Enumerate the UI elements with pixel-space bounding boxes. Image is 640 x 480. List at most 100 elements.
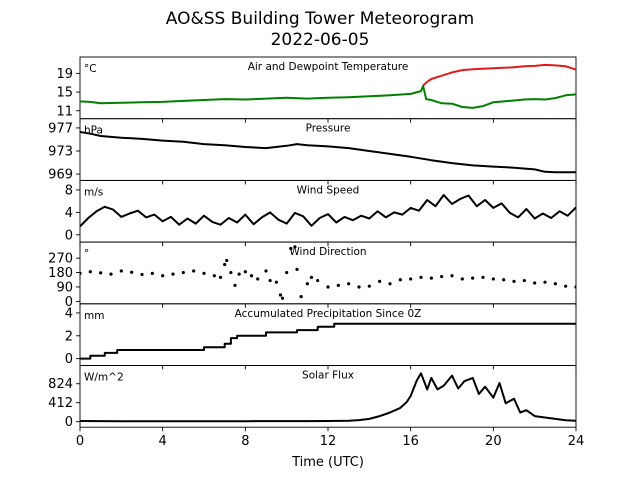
y-tick-label: 973	[48, 144, 73, 159]
series-group	[80, 245, 576, 300]
data-point	[347, 282, 351, 286]
data-point	[233, 283, 237, 287]
panel-6: 0 412 824 Solar Flux W/m^2	[48, 365, 577, 432]
data-point	[99, 271, 103, 275]
data-point	[326, 285, 330, 289]
data-point	[237, 272, 241, 276]
data-point	[336, 283, 340, 287]
y-tick-label: 19	[56, 67, 73, 82]
data-point	[367, 284, 371, 288]
panel-unit-label: m/s	[84, 186, 103, 198]
data-point	[309, 275, 314, 279]
data-point	[419, 275, 423, 279]
data-point	[533, 281, 537, 285]
data-point	[398, 278, 402, 282]
panel-unit-label: mm	[84, 310, 104, 322]
data-point	[268, 278, 272, 283]
y-tick-label: 180	[48, 266, 73, 281]
y-tick-label: 0	[65, 295, 73, 310]
series-line-1	[422, 63, 576, 87]
data-point	[378, 279, 382, 283]
panels-group: 11 15 19 Air and Dewpoint Temperature °C 969 9…	[48, 56, 577, 432]
data-point	[491, 277, 495, 281]
x-axis: 0 4 8 12 16 20 24	[76, 434, 584, 449]
y-tick-label: 977	[48, 121, 73, 136]
data-point	[264, 269, 268, 273]
y-tick-label: 824	[48, 377, 73, 392]
data-point	[440, 274, 444, 279]
data-point	[212, 274, 216, 278]
data-point	[450, 274, 454, 278]
panel-unit-label: °	[84, 248, 89, 260]
data-point	[256, 277, 260, 281]
data-point	[223, 262, 227, 267]
series-group	[80, 372, 576, 423]
data-point	[130, 270, 134, 274]
series-line-1	[80, 194, 576, 228]
panel-title: Wind Speed	[297, 184, 360, 196]
x-tick-label: 0	[76, 434, 84, 449]
data-point	[522, 278, 526, 283]
data-point	[512, 279, 516, 283]
data-point	[293, 245, 297, 249]
series-group	[80, 194, 576, 228]
data-point	[218, 275, 223, 279]
y-tick-label: 270	[48, 252, 73, 267]
x-axis-label: Time (UTC)	[291, 455, 364, 470]
data-point	[88, 270, 92, 274]
y-tick-label: 90	[56, 280, 73, 295]
panel-title: Solar Flux	[302, 370, 354, 382]
data-point	[289, 246, 293, 251]
data-point	[481, 275, 485, 279]
data-point	[460, 277, 464, 281]
panel-title: Accumulated Precipitation Since 0Z	[235, 308, 422, 320]
data-point	[225, 258, 229, 263]
y-tick-label: 8	[65, 183, 73, 198]
data-point	[140, 272, 144, 277]
panel-title: Pressure	[306, 123, 351, 135]
y-tick-label: 4	[65, 306, 73, 321]
data-point	[553, 282, 557, 286]
data-point	[280, 296, 285, 300]
panel-title: Air and Dewpoint Temperature	[248, 61, 409, 73]
data-point	[409, 277, 413, 281]
data-point	[150, 271, 154, 275]
data-point	[388, 282, 392, 286]
panel-5: 0 2 4 Accumulated Precipitation Since 0Z mm	[65, 303, 577, 370]
data-point	[357, 285, 361, 289]
x-tick-label: 12	[320, 434, 337, 449]
y-tick-label: 0	[65, 415, 73, 430]
series-line-2	[80, 85, 576, 109]
y-tick-label: 2	[65, 329, 73, 344]
data-point	[274, 280, 278, 284]
y-tick-label: 0	[65, 352, 73, 367]
data-point	[278, 293, 283, 297]
series-line-1	[80, 131, 576, 174]
data-point	[471, 276, 475, 280]
data-point	[161, 274, 165, 278]
series-line-1	[80, 372, 576, 423]
panel-3: 0 4 8 Wind Speed m/s	[65, 179, 577, 247]
panel-title: Wind Direction	[289, 246, 366, 258]
data-point	[181, 270, 185, 275]
x-tick-label: 8	[241, 434, 249, 449]
data-point	[229, 270, 233, 275]
figure-title: AO&SS Building Tower Meteorogram	[166, 9, 474, 29]
panel-1: 11 15 19 Air and Dewpoint Temperature °C	[56, 56, 577, 123]
series-group	[80, 63, 576, 109]
data-point	[564, 284, 568, 288]
y-tick-label: 4	[65, 206, 73, 221]
series-group	[80, 322, 576, 360]
data-point	[171, 272, 175, 276]
y-tick-label: 11	[56, 104, 73, 119]
data-point	[295, 267, 299, 271]
figure-subtitle: 2022-06-05	[271, 30, 370, 50]
data-point	[243, 270, 247, 274]
data-point	[202, 271, 206, 275]
data-point	[502, 278, 506, 282]
data-point	[192, 269, 196, 273]
y-tick-label: 969	[48, 168, 73, 183]
data-point	[249, 274, 254, 278]
